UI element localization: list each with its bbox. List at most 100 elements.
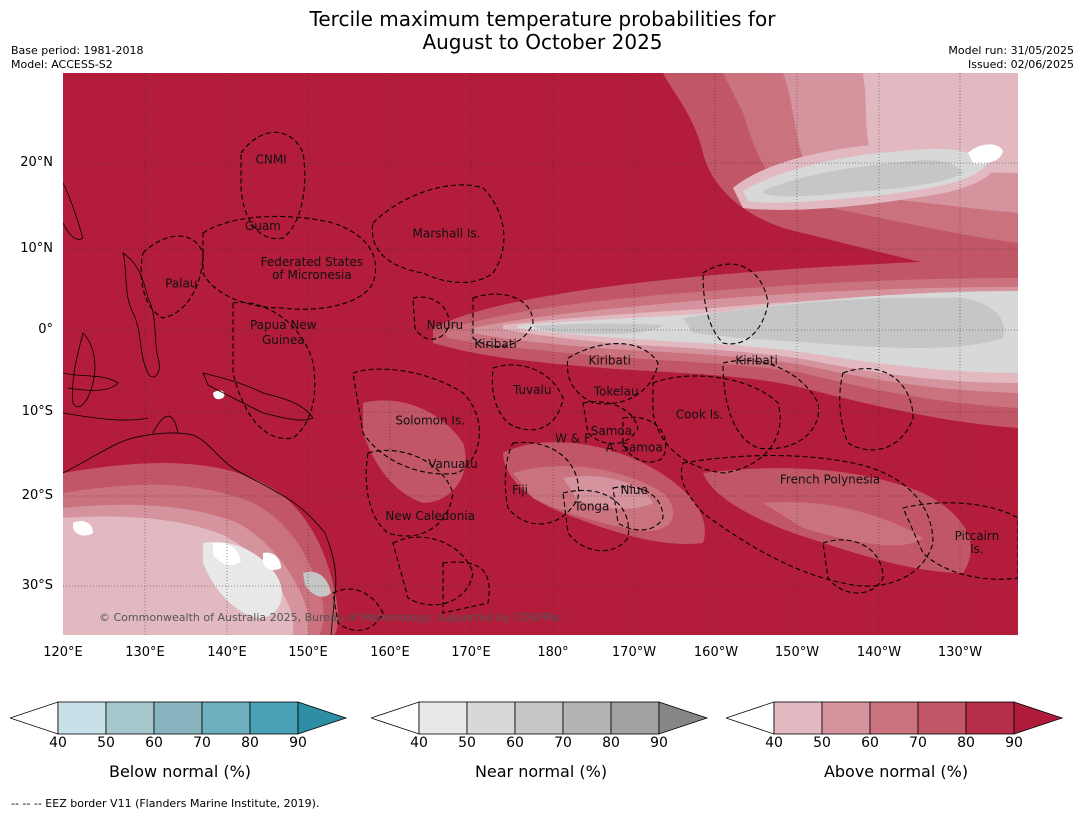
region-label: Guam — [245, 219, 281, 233]
colorbar-tick-label: 80 — [957, 735, 975, 751]
equatorial-tongue — [433, 258, 1018, 428]
colorbar-tick-label: 80 — [602, 735, 620, 751]
colorbar-segment — [57, 701, 107, 735]
colorbar-tick-label: 90 — [289, 735, 307, 751]
lon-label: 150°E — [288, 645, 328, 660]
meta-right: Model run: 31/05/2025 Issued: 02/06/2025 — [948, 44, 1074, 72]
lon-label: 140°E — [207, 645, 247, 660]
colorbar-tick-label: 90 — [1005, 735, 1023, 751]
lon-label: 120°E — [43, 645, 83, 660]
lat-label: 10°N — [20, 241, 53, 256]
region-label: New Caledonia — [385, 509, 475, 523]
northeast-shading — [663, 73, 1018, 283]
region-label: Kiribati — [474, 337, 516, 351]
graticule — [63, 73, 1018, 635]
colorbar-segment — [610, 701, 660, 735]
australia-shading — [63, 390, 338, 635]
region-label: Tuvalu — [512, 383, 552, 397]
colorbar-low-extend — [726, 701, 775, 735]
region-label: Nauru — [427, 318, 463, 332]
colorbar-tick-label: 70 — [554, 735, 572, 751]
region-label: Niue — [621, 483, 648, 497]
lat-label: 20°N — [20, 155, 53, 170]
colorbar-near-normal — [371, 701, 709, 735]
colorbar-tick-label: 60 — [145, 735, 163, 751]
lat-label: 10°S — [21, 404, 53, 419]
region-label: CNMI — [255, 153, 286, 167]
region-label: French Polynesia — [780, 472, 880, 486]
colorbar-high-extend — [297, 701, 348, 735]
colorbar-segment — [153, 701, 203, 735]
colorbar-tick-label: 80 — [241, 735, 259, 751]
colorbar-segment — [869, 701, 919, 735]
eez-borders — [140, 131, 1018, 631]
issued-date: Issued: 02/06/2025 — [967, 58, 1074, 71]
colorbar-tick-label: 50 — [97, 735, 115, 751]
lon-label: 160°W — [693, 645, 739, 660]
colorbar-tick-label: 50 — [813, 735, 831, 751]
title-line-2: August to October 2025 — [422, 30, 663, 54]
base-period: Base period: 1981-2018 — [11, 44, 144, 57]
above-normal-title: Above normal (%) — [823, 762, 969, 781]
lat-label: 20°S — [21, 488, 53, 503]
colorbar-segment — [418, 701, 468, 735]
region-label: Pitcairn — [955, 529, 1000, 543]
lon-label: 160°E — [370, 645, 410, 660]
region-label: Cook Is. — [676, 408, 723, 422]
colorbar-segment — [466, 701, 516, 735]
near-normal-title: Near normal (%) — [474, 762, 608, 781]
region-label: Fiji — [512, 483, 528, 497]
below-normal-title: Below normal (%) — [108, 762, 252, 781]
region-label: Kiribati — [735, 353, 777, 367]
colorbar-tick-label: 40 — [49, 735, 67, 751]
colorbar-tick-label: 40 — [410, 735, 428, 751]
lon-label: 150°W — [774, 645, 820, 660]
region-label: Tokelau — [593, 385, 639, 399]
colorbar-below-normal — [10, 701, 348, 735]
colorbar-tick-label: 90 — [650, 735, 668, 751]
region-label: Samoa — [591, 424, 632, 438]
eez-footnote: -- -- -- EEZ border V11 (Flanders Marine… — [11, 797, 320, 810]
colorbar-segment — [201, 701, 251, 735]
colorbar-segment — [965, 701, 1015, 735]
colorbar-segment — [105, 701, 155, 735]
lon-label: 180° — [537, 645, 569, 660]
copyright-notice: © Commonwealth of Australia 2025, Bureau… — [99, 611, 562, 624]
colorbar-tick-label: 50 — [458, 735, 476, 751]
colorbar-tick-label: 70 — [909, 735, 927, 751]
colorbar-low-extend — [10, 701, 59, 735]
region-label: Guinea — [262, 333, 305, 347]
title-line-1: Tercile maximum temperature probabilitie… — [309, 7, 776, 31]
colorbar-above-normal — [726, 701, 1064, 735]
lon-label: 170°W — [611, 645, 657, 660]
colorbar-tick-label: 60 — [506, 735, 524, 751]
probability-map: © Commonwealth of Australia 2025, Bureau… — [63, 73, 1018, 635]
region-label: W & F — [555, 431, 591, 445]
colorbar-low-extend — [371, 701, 420, 735]
colorbar-segment — [514, 701, 564, 735]
region-label: Kiribati — [588, 353, 630, 367]
colorbar-segment — [773, 701, 823, 735]
region-label: of Micronesia — [272, 268, 352, 282]
colorbar-tick-label: 60 — [861, 735, 879, 751]
lon-label: 130°E — [125, 645, 165, 660]
lon-label: 130°W — [937, 645, 983, 660]
colorbar-high-extend — [658, 701, 709, 735]
lat-label: 0° — [38, 322, 53, 337]
map-title: Tercile maximum temperature probabilitie… — [0, 8, 1085, 54]
colorbar-tick-label: 70 — [193, 735, 211, 751]
region-label: Papua New — [250, 318, 317, 332]
model-name: Model: ACCESS-S2 — [11, 58, 113, 71]
colorbar-tick-label: 40 — [765, 735, 783, 751]
coastlines — [63, 182, 337, 635]
colorbar-segment — [562, 701, 612, 735]
colorbar-high-extend — [1013, 701, 1064, 735]
meta-left: Base period: 1981-2018 Model: ACCESS-S2 — [11, 44, 143, 72]
region-label: Tonga — [573, 499, 609, 513]
region-label: Federated States — [261, 255, 363, 269]
region-label: Solomon Is. — [395, 413, 465, 427]
colorbar-segment — [821, 701, 871, 735]
lon-label: 170°E — [451, 645, 491, 660]
model-run: Model run: 31/05/2025 — [948, 44, 1074, 57]
